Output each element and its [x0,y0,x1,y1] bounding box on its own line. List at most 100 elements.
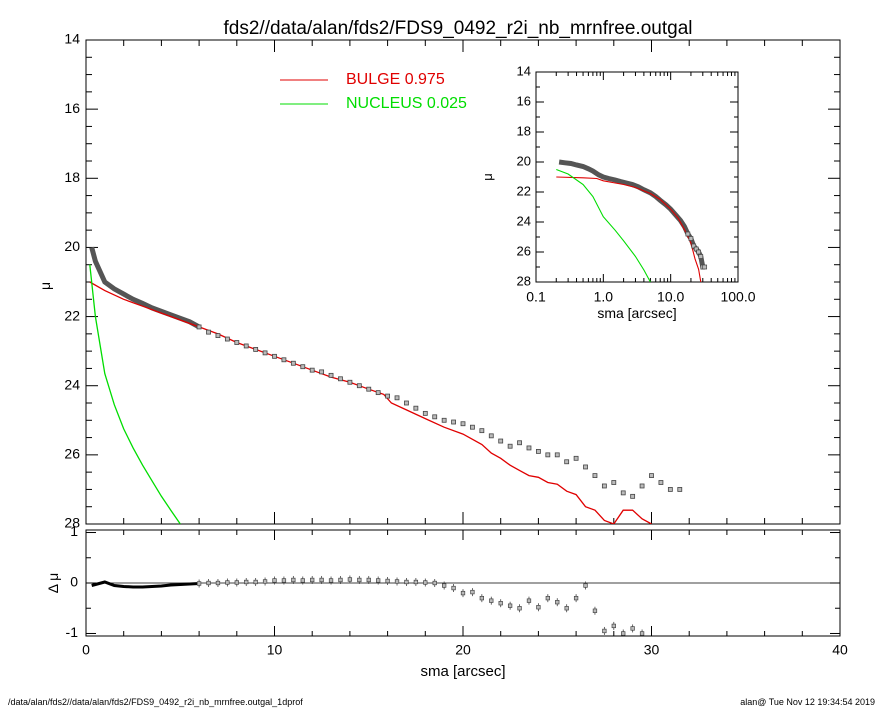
inset-y-tick-label: 18 [517,123,531,138]
residual-marker [460,590,466,596]
residual-point [489,596,494,605]
main-nucleus-line [89,264,181,524]
residual-marker [262,579,268,584]
residual-point [621,629,626,636]
residual-marker [564,606,569,611]
residual-point [507,601,513,610]
residual-point [394,577,400,586]
residual-marker [281,578,287,583]
residual-marker [357,577,362,583]
residual-y-tick-label: 1 [70,523,78,539]
residual-marker [319,577,324,583]
residual-point [602,626,607,635]
residual-point [517,604,522,613]
residual-point [611,621,616,630]
residual-x-tick-label: 40 [832,642,848,658]
residual-point [272,576,277,585]
main-data-point [215,333,221,338]
inset-y-tick-label: 22 [517,183,531,198]
residual-series [91,575,645,636]
inset-ticks: 14 16 18 20 22 24 26 280.1 1.0 10.0 100.0 [517,63,756,304]
inset-x-axis-label: sma [arcsec] [597,305,676,321]
residual-point [639,629,645,636]
residual-marker [376,578,381,583]
main-y-tick-label: 14 [64,31,80,47]
inset-x-tick-label: 1.0 [594,289,614,305]
footer-filepath: /data/alan/fds2//data/alan/fds2/FDS9_049… [8,697,303,707]
inset-data-point [702,264,708,270]
residual-marker [479,595,484,601]
residual-x-tick-label: 10 [267,642,283,658]
residual-marker [244,579,249,585]
residual-dense-band [91,580,200,589]
main-data-point [356,383,362,389]
main-series [89,246,683,524]
inset-data-point [685,231,691,237]
residual-marker [536,605,541,610]
residual-point [291,575,296,584]
residual-marker [442,583,447,588]
main-data-point [300,364,306,370]
main-data-point [422,410,428,416]
residual-point [630,624,635,633]
main-data-point [573,455,579,461]
residual-marker [555,600,560,605]
residual-marker [338,577,343,583]
footer-timestamp: alan@ Tue Nov 12 19:34:54 2019 [740,697,875,707]
residual-point [376,576,381,585]
main-data-point [281,357,287,363]
main-data-point [630,493,636,499]
residual-marker [366,577,371,583]
main-data-point [649,473,654,479]
residual-marker [592,608,598,613]
residual-marker [451,585,456,591]
inset-y-tick-label: 16 [517,93,531,108]
main-data-point [224,336,230,342]
residual-point [206,579,211,587]
inset-x-tick-label: 0.1 [526,289,546,305]
main-data-point [413,405,419,411]
main-data-point [460,421,466,427]
main-data-point [507,443,513,449]
residual-marker [300,578,305,583]
residual-marker [206,580,211,586]
main-data-point [554,452,560,458]
residual-point [262,577,268,586]
main-data-point [677,487,683,492]
residual-marker [470,589,475,595]
legend-bulge-label: BULGE 0.975 [346,71,445,88]
residual-point [470,588,475,597]
residual-marker [310,577,315,583]
main-data-point [385,393,391,399]
main-data-point [338,376,343,382]
residual-marker [573,595,579,601]
main-data-point [451,419,456,425]
inset-data-point [691,243,697,249]
residual-marker [498,601,503,606]
inset-y-axis-label: μ [480,173,495,181]
chart-title: fds2//data/alan/fds2/FDS9_0492_r2i_nb_mr… [224,18,693,39]
main-data-point [545,452,551,458]
residual-point [451,584,456,593]
residual-y-tick-label: -1 [66,624,79,640]
residual-point [385,576,390,585]
main-profile-panel: 14 16 18 20 22 24 26 28 μ BULGE 0.975 NUCLEUS 0… [37,31,841,531]
residual-y-tick-label: 0 [70,574,78,590]
residual-marker [404,579,409,585]
residual-marker [394,579,400,584]
main-y-tick-label: 20 [64,238,80,254]
inset-data-point [696,249,701,255]
residual-point [234,578,239,587]
main-y-tick-label: 24 [64,376,80,392]
residual-marker [291,577,296,583]
main-data-point [611,480,617,485]
residual-point [300,576,305,585]
residual-point [442,581,447,590]
inset-panel: 14 16 18 20 22 24 26 280.1 1.0 10.0 100.0 μ sma [a… [480,63,756,321]
inset-y-tick-label: 20 [517,153,531,168]
residual-point [281,576,287,585]
inset-x-tick-label: 100.0 [720,289,755,305]
residual-marker [545,595,550,601]
